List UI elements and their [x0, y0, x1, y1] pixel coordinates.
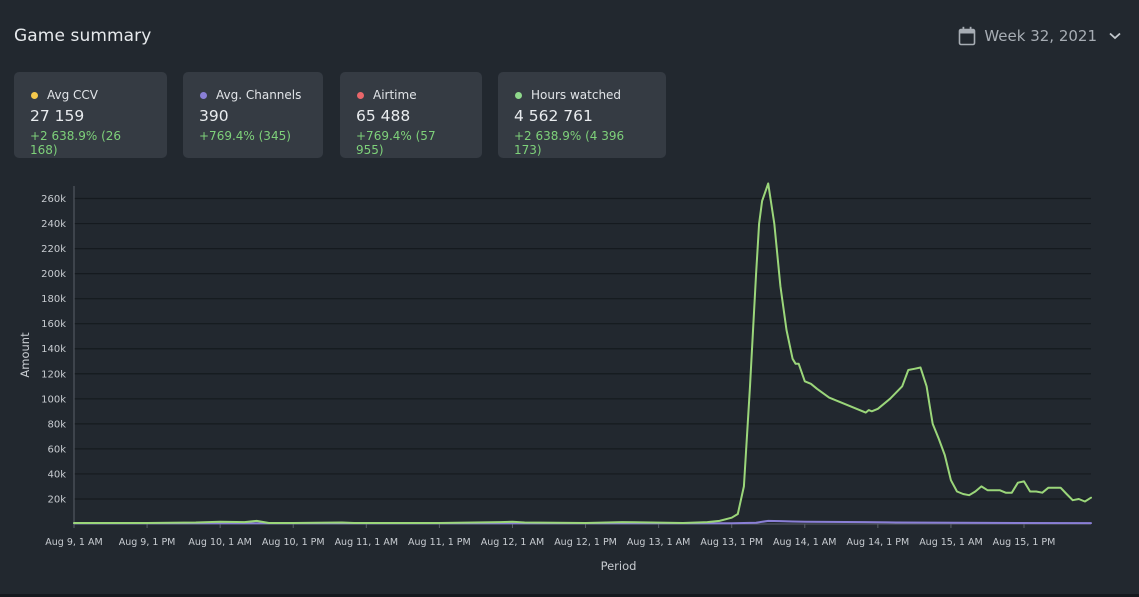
x-axis-title: Period — [601, 559, 637, 573]
chevron-down-icon — [1109, 32, 1121, 40]
stat-card-value: 27 159 — [30, 107, 85, 125]
stat-card-label: Hours watched — [531, 88, 622, 102]
y-axis-title: Amount — [18, 332, 32, 378]
stat-card-value: 390 — [199, 107, 229, 125]
page-title: Game summary — [14, 26, 152, 46]
x-tick-label: Aug 15, 1 AM — [919, 537, 982, 548]
avg-channels-legend-dot — [200, 91, 207, 99]
avg-channels-series-line — [73, 519, 1092, 525]
x-tick-label: Aug 10, 1 AM — [188, 537, 251, 548]
stat-card-change: +769.4% (57 955) — [356, 129, 436, 157]
week-selector[interactable]: Week 32, 2021 — [958, 26, 1121, 46]
stat-card-avg-channels: Avg. Channels 390 +769.4% (345) — [183, 72, 323, 158]
x-tick-label: Aug 10, 1 PM — [262, 537, 325, 548]
y-tick-label: 100k — [41, 394, 66, 405]
stat-card-value: 65 488 — [356, 107, 411, 125]
y-tick-label: 120k — [41, 369, 66, 380]
x-tick-label: Aug 9, 1 PM — [119, 537, 176, 548]
y-tick-label: 200k — [41, 269, 66, 280]
y-tick-label: 40k — [47, 469, 66, 480]
x-tick-label: Aug 12, 1 AM — [481, 537, 544, 548]
y-tick-label: 60k — [47, 444, 66, 455]
y-tick-label: 220k — [41, 244, 66, 255]
hours-watched-series-line — [73, 182, 1092, 524]
x-tick-label: Aug 11, 1 PM — [408, 537, 471, 548]
stat-card-avg-ccv: Avg CCV 27 159 +2 638.9% (26 168) — [14, 72, 167, 158]
stat-card-value: 4 562 761 — [514, 107, 593, 125]
avg-ccv-legend-dot — [31, 91, 38, 99]
y-tick-label: 20k — [47, 494, 66, 505]
x-tick-label: Aug 9, 1 AM — [45, 537, 102, 548]
y-tick-label: 160k — [41, 319, 66, 330]
week-selector-label: Week 32, 2021 — [984, 27, 1097, 45]
airtime-legend-dot — [357, 91, 364, 99]
x-tick-label: Aug 14, 1 AM — [773, 537, 836, 548]
x-tick-label: Aug 13, 1 PM — [700, 537, 763, 548]
x-tick-label: Aug 11, 1 AM — [335, 537, 398, 548]
stat-card-change: +2 638.9% (4 396 173) — [514, 129, 625, 157]
hours-watched-legend-dot — [515, 91, 522, 99]
y-tick-label: 80k — [47, 419, 66, 430]
y-tick-label: 240k — [41, 219, 66, 230]
stat-card-change: +769.4% (345) — [199, 129, 291, 143]
y-tick-label: 180k — [41, 294, 66, 305]
y-tick-label: 140k — [41, 344, 66, 355]
x-tick-label: Aug 15, 1 PM — [993, 537, 1056, 548]
stat-card-change: +2 638.9% (26 168) — [30, 129, 122, 157]
x-tick-label: Aug 14, 1 PM — [847, 537, 910, 548]
stat-card-label: Avg. Channels — [216, 88, 302, 102]
calendar-icon — [958, 26, 976, 46]
stat-card-label: Airtime — [373, 88, 417, 102]
x-tick-label: Aug 13, 1 AM — [627, 537, 690, 548]
stat-card-label: Avg CCV — [47, 88, 99, 102]
x-tick-label: Aug 12, 1 PM — [554, 537, 617, 548]
stat-card-hours-watched: Hours watched 4 562 761 +2 638.9% (4 396… — [498, 72, 666, 158]
stat-card-airtime: Airtime 65 488 +769.4% (57 955) — [340, 72, 482, 158]
y-tick-label: 260k — [41, 194, 66, 205]
